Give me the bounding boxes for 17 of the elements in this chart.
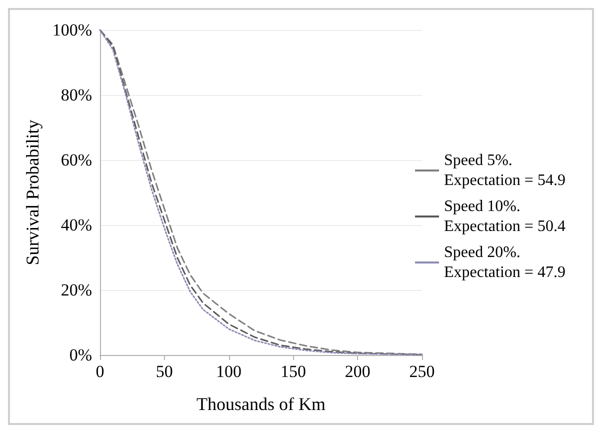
x-tick-label: 200 bbox=[344, 362, 370, 381]
legend-label: Speed 10%. Expectation = 50.4 bbox=[444, 198, 566, 235]
x-tick-label: 150 bbox=[280, 362, 306, 381]
legend-label: Speed 20%. Expectation = 47.9 bbox=[444, 244, 566, 281]
x-tick-label: 250 bbox=[409, 362, 435, 381]
x-axis-title: Thousands of Km bbox=[196, 394, 326, 414]
y-tick-label: 100% bbox=[52, 20, 92, 40]
y-tick-label: 20% bbox=[60, 280, 92, 300]
y-tick-label: 0% bbox=[69, 346, 92, 364]
y-tick-label: 40% bbox=[60, 216, 92, 234]
x-tick-label: 0 bbox=[96, 362, 104, 381]
legend-label: Speed 5%. Expectation = 54.9 bbox=[444, 152, 566, 189]
y-tick-label: 60% bbox=[60, 150, 92, 170]
y-axis-title: Survival Probability bbox=[22, 120, 42, 266]
x-tick-label: 100 bbox=[216, 362, 242, 381]
x-tick-label: 50 bbox=[156, 362, 173, 381]
y-tick-label: 80% bbox=[60, 86, 92, 104]
